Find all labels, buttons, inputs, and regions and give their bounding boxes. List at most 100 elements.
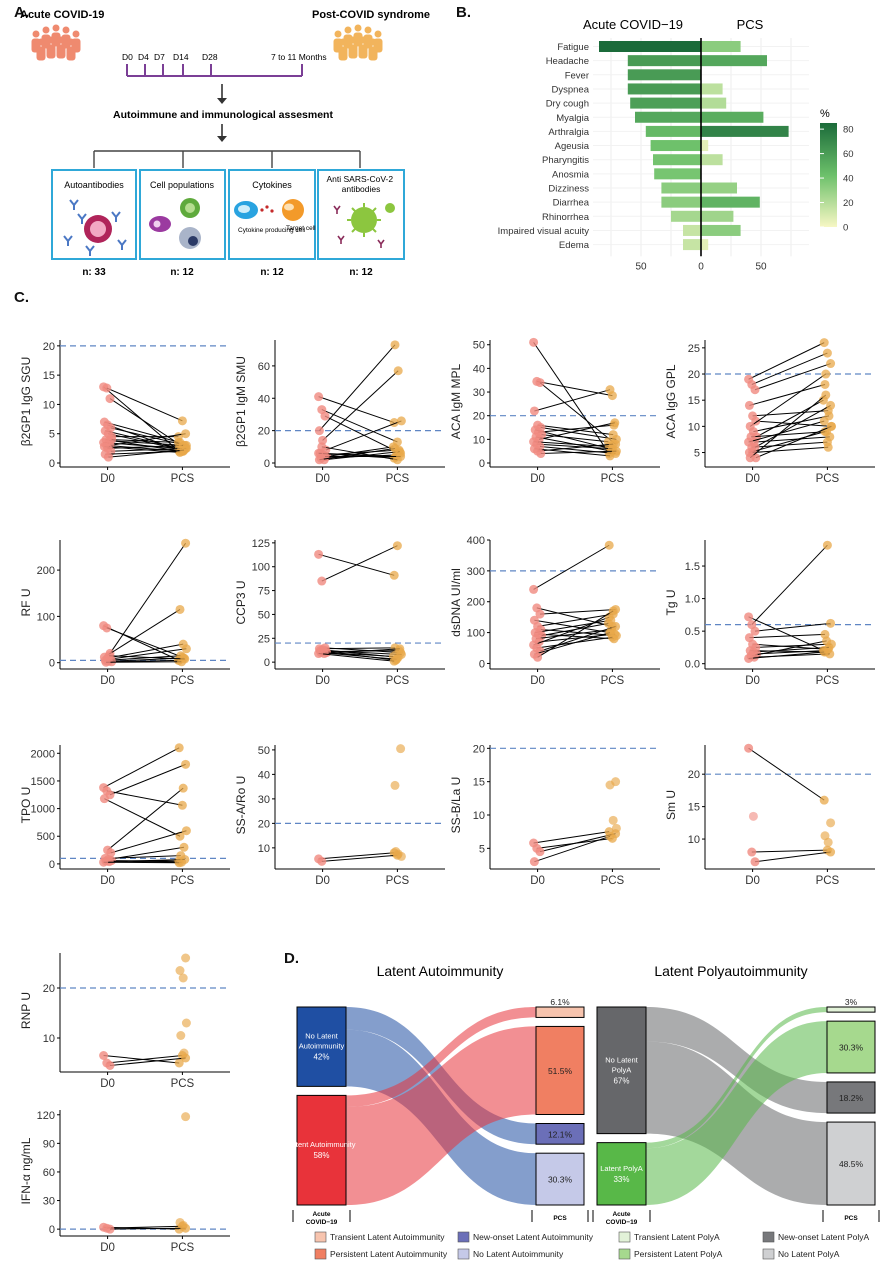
- panel-c-label: C.: [14, 289, 29, 306]
- y-tick-label: 75: [258, 586, 270, 598]
- x-tick-label: D0: [315, 675, 330, 687]
- y-tick-label: 0: [264, 458, 270, 470]
- symptom-label: Rhinorrhea: [542, 212, 590, 223]
- y-axis-label: IFN-α ng/mL: [19, 1137, 33, 1204]
- pair-line: [106, 444, 183, 452]
- legend-swatch: [457, 1231, 470, 1243]
- d0-point: [102, 383, 112, 393]
- pcs-point: [175, 604, 185, 614]
- pair-line: [106, 627, 183, 658]
- pcs-point: [178, 1220, 188, 1230]
- x-tick-label: 50: [635, 261, 647, 272]
- timepoint-d0: D0: [122, 52, 133, 62]
- pair-line: [321, 854, 398, 862]
- sankey-axis-label: COVID−19: [306, 1219, 338, 1226]
- panel-d-label: D.: [284, 950, 299, 967]
- pair-line: [751, 849, 828, 853]
- target-cell-label: Target cell: [286, 225, 316, 232]
- legend-label: New-onset Latent Autoimmunity: [473, 1232, 594, 1242]
- person-head: [47, 36, 55, 44]
- sankey-right-node-value: 18.2%: [839, 1093, 864, 1103]
- cell-populations-box: [139, 169, 226, 260]
- d0-point: [744, 612, 754, 622]
- pair-line: [748, 747, 825, 801]
- y-tick-label: 10: [473, 434, 485, 446]
- colorbar-tick-label: 60: [843, 149, 854, 160]
- timepoint-d7: D7: [154, 52, 165, 62]
- panel-c-autoantibody-plots: 0 5 10 15 20 D0 PCS β2GP1 IgG SGU 0 20 40 60 D0 PCS β2…: [19, 337, 875, 1254]
- y-tick-label: 50: [258, 745, 270, 757]
- pair-line: [535, 619, 611, 634]
- d0-point: [314, 392, 324, 402]
- y-axis-label: SS-A/Ro U: [234, 776, 248, 835]
- pair-line: [748, 616, 825, 652]
- d0-point: [529, 584, 539, 594]
- pair-line: [755, 425, 832, 459]
- sankey-flow: [346, 1007, 536, 1107]
- y-tick-label: 20: [258, 818, 270, 830]
- pcs-point: [390, 443, 400, 453]
- sankey-axis-label: COVID−19: [606, 1219, 638, 1226]
- sankey-0: Latent Autoimmunity No LatentAutoimmunity…: [288, 963, 589, 1226]
- pair-line: [110, 447, 187, 452]
- pcs-point: [821, 369, 831, 379]
- pcs-point: [822, 348, 832, 358]
- d0-point: [535, 847, 545, 857]
- person-body: [348, 44, 358, 59]
- y-tick-label: 40: [258, 393, 270, 405]
- y-tick-label: 90: [43, 1138, 55, 1150]
- pair-line: [537, 613, 614, 627]
- pcs-point: [826, 818, 836, 828]
- pcs-point: [174, 743, 184, 753]
- sankey-right-node: [826, 1020, 876, 1074]
- sankey-flow: [346, 1026, 536, 1205]
- pair-line: [534, 835, 611, 863]
- d0-point: [99, 1051, 109, 1060]
- pair-line: [324, 648, 400, 655]
- pcs-point: [181, 1018, 191, 1028]
- pair-line: [750, 431, 827, 438]
- d0-point: [529, 337, 539, 347]
- pair-line: [320, 652, 397, 660]
- legend-swatch: [314, 1248, 327, 1260]
- x-tick-label: D0: [100, 1078, 115, 1090]
- pair-line: [752, 410, 829, 417]
- sankey-right-node-value: 30.3%: [839, 1043, 864, 1053]
- x-tick-label: D0: [745, 473, 760, 485]
- pair-line: [321, 409, 398, 443]
- acute-covid-label: Acute COVID-19: [20, 9, 104, 21]
- sankey-axis-label: PCS: [844, 1215, 858, 1222]
- box-title-cytokines: Cytokines: [252, 180, 292, 190]
- pair-line: [754, 622, 831, 632]
- sankey-left-node: [596, 1006, 647, 1135]
- y-tick-label: 40: [473, 363, 485, 375]
- y-tick-label: 100: [37, 611, 55, 623]
- x-tick-label: D0: [530, 675, 545, 687]
- person-head: [42, 26, 50, 34]
- pair-line: [533, 342, 610, 454]
- d0-point: [317, 856, 327, 866]
- pair-line: [318, 852, 395, 860]
- sankey-left-node-label: Latent Autoimmunity: [288, 1140, 356, 1149]
- sankey-left-node-value: 42%: [313, 1053, 329, 1062]
- bar-acute-diarrhea: [661, 196, 701, 208]
- dotplot-1: 0 20 40 60 D0 PCS β2GP1 IgM SMU: [234, 340, 445, 485]
- dotplot-10: 5 10 15 20 D0 PCS SS-B/La U: [449, 743, 660, 887]
- person-body: [338, 46, 348, 61]
- pcs-point: [177, 800, 187, 810]
- pair-line: [103, 861, 180, 864]
- y-tick-label: 10: [258, 843, 270, 855]
- immune-cells-icon: [149, 198, 201, 249]
- pcs-point: [605, 831, 615, 841]
- legend-swatch: [314, 1231, 327, 1243]
- n-anti-sars: n: 12: [349, 267, 373, 278]
- timepoint-d4: D4: [138, 52, 149, 62]
- colorbar-tick-label: 80: [843, 125, 854, 136]
- pair-line: [540, 450, 617, 455]
- y-tick-label: 10: [473, 810, 485, 822]
- pair-line: [754, 404, 831, 448]
- pair-line: [754, 851, 831, 863]
- y-tick-label: 300: [467, 566, 485, 578]
- y-tick-label: 0.5: [685, 626, 700, 638]
